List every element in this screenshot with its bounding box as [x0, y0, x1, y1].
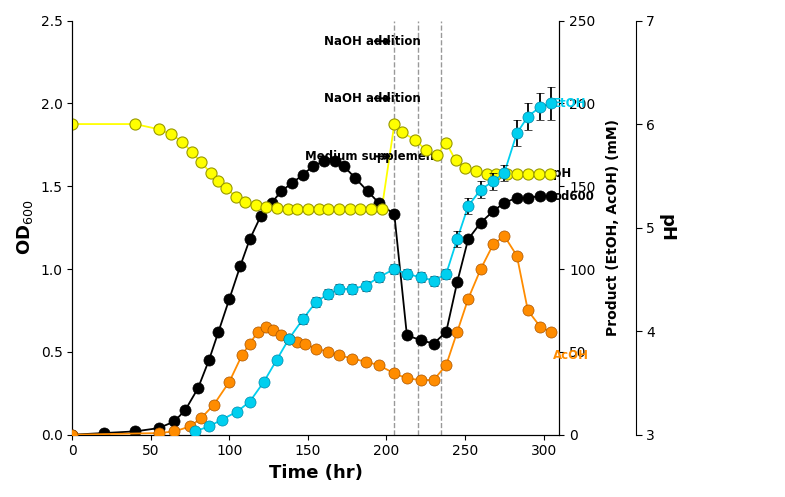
Y-axis label: Product (EtOH, AcOH) (mM): Product (EtOH, AcOH) (mM)	[607, 119, 620, 336]
Text: NaOH addition: NaOH addition	[323, 35, 421, 48]
Text: AcOH: AcOH	[553, 349, 589, 362]
Text: pH: pH	[553, 167, 571, 180]
Text: Medium supplement: Medium supplement	[305, 150, 440, 163]
X-axis label: Time (hr): Time (hr)	[268, 464, 363, 482]
Y-axis label: pH: pH	[658, 214, 676, 242]
Text: od600: od600	[553, 190, 594, 203]
Y-axis label: OD$_{600}$: OD$_{600}$	[15, 200, 35, 255]
Text: EtOH: EtOH	[553, 97, 586, 110]
Text: NaOH addition: NaOH addition	[323, 92, 421, 105]
